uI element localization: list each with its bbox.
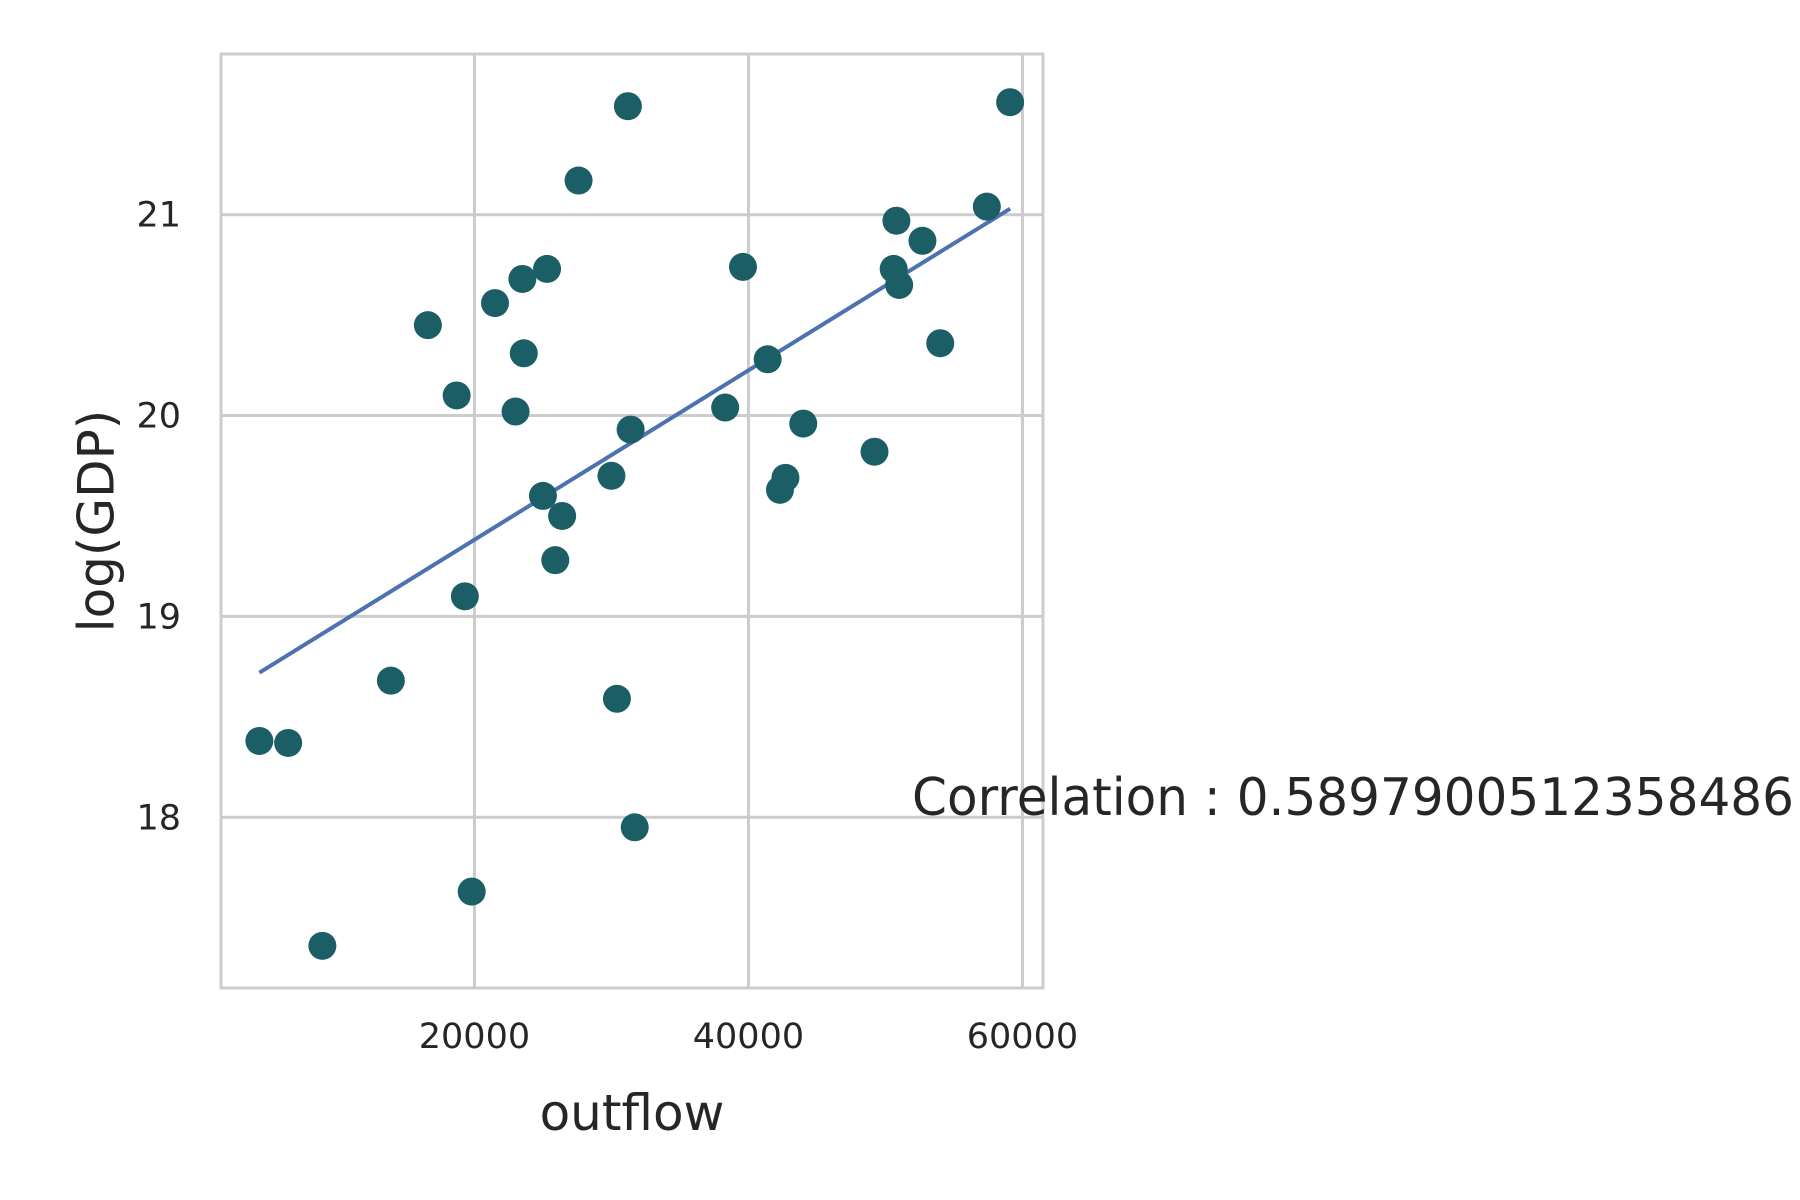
x-tick-labels: 20000 40000 60000 <box>419 1017 1078 1057</box>
x-tick-label: 20000 <box>419 1017 530 1057</box>
data-point <box>533 254 562 283</box>
data-point <box>245 726 274 755</box>
data-point <box>528 481 557 510</box>
data-point <box>771 463 800 492</box>
data-point <box>908 226 937 255</box>
data-point <box>860 437 889 466</box>
y-tick-label: 19 <box>136 597 181 637</box>
correlation-annotation: Correlation : 0.5897900512358486 <box>912 768 1794 828</box>
y-tick-label: 20 <box>136 397 181 437</box>
data-point <box>509 339 538 368</box>
data-point <box>457 877 486 906</box>
data-point <box>413 311 442 340</box>
y-tick-labels: 18 19 20 21 <box>136 196 181 839</box>
data-point <box>541 546 570 575</box>
data-point <box>597 461 626 490</box>
y-axis-label: log(GDP) <box>68 410 126 633</box>
x-tick-label: 40000 <box>693 1017 804 1057</box>
plot-area-frame <box>219 52 1045 990</box>
data-point <box>926 329 955 358</box>
data-point <box>789 409 818 438</box>
data-point <box>501 397 530 426</box>
data-point <box>564 166 593 195</box>
data-point <box>602 684 631 713</box>
data-point <box>613 92 642 121</box>
grid-lines <box>221 54 1043 988</box>
data-point <box>308 931 337 960</box>
data-point <box>885 270 914 299</box>
data-point <box>274 728 303 757</box>
y-tick-label: 21 <box>136 196 181 236</box>
data-point <box>711 393 740 422</box>
data-point <box>548 501 577 530</box>
data-point <box>442 381 471 410</box>
x-axis-label: outflow <box>540 1084 725 1142</box>
y-tick-label: 18 <box>136 798 181 838</box>
data-point <box>753 345 782 374</box>
data-point <box>376 666 405 695</box>
data-point <box>728 252 757 281</box>
data-point <box>882 206 911 235</box>
data-point <box>481 289 509 318</box>
data-point <box>508 264 537 293</box>
data-point <box>620 813 649 842</box>
data-point <box>972 192 1001 221</box>
data-point <box>450 582 479 611</box>
data-point <box>616 415 645 444</box>
data-point <box>996 88 1025 117</box>
data-points <box>245 88 1025 960</box>
x-tick-label: 60000 <box>967 1017 1078 1057</box>
